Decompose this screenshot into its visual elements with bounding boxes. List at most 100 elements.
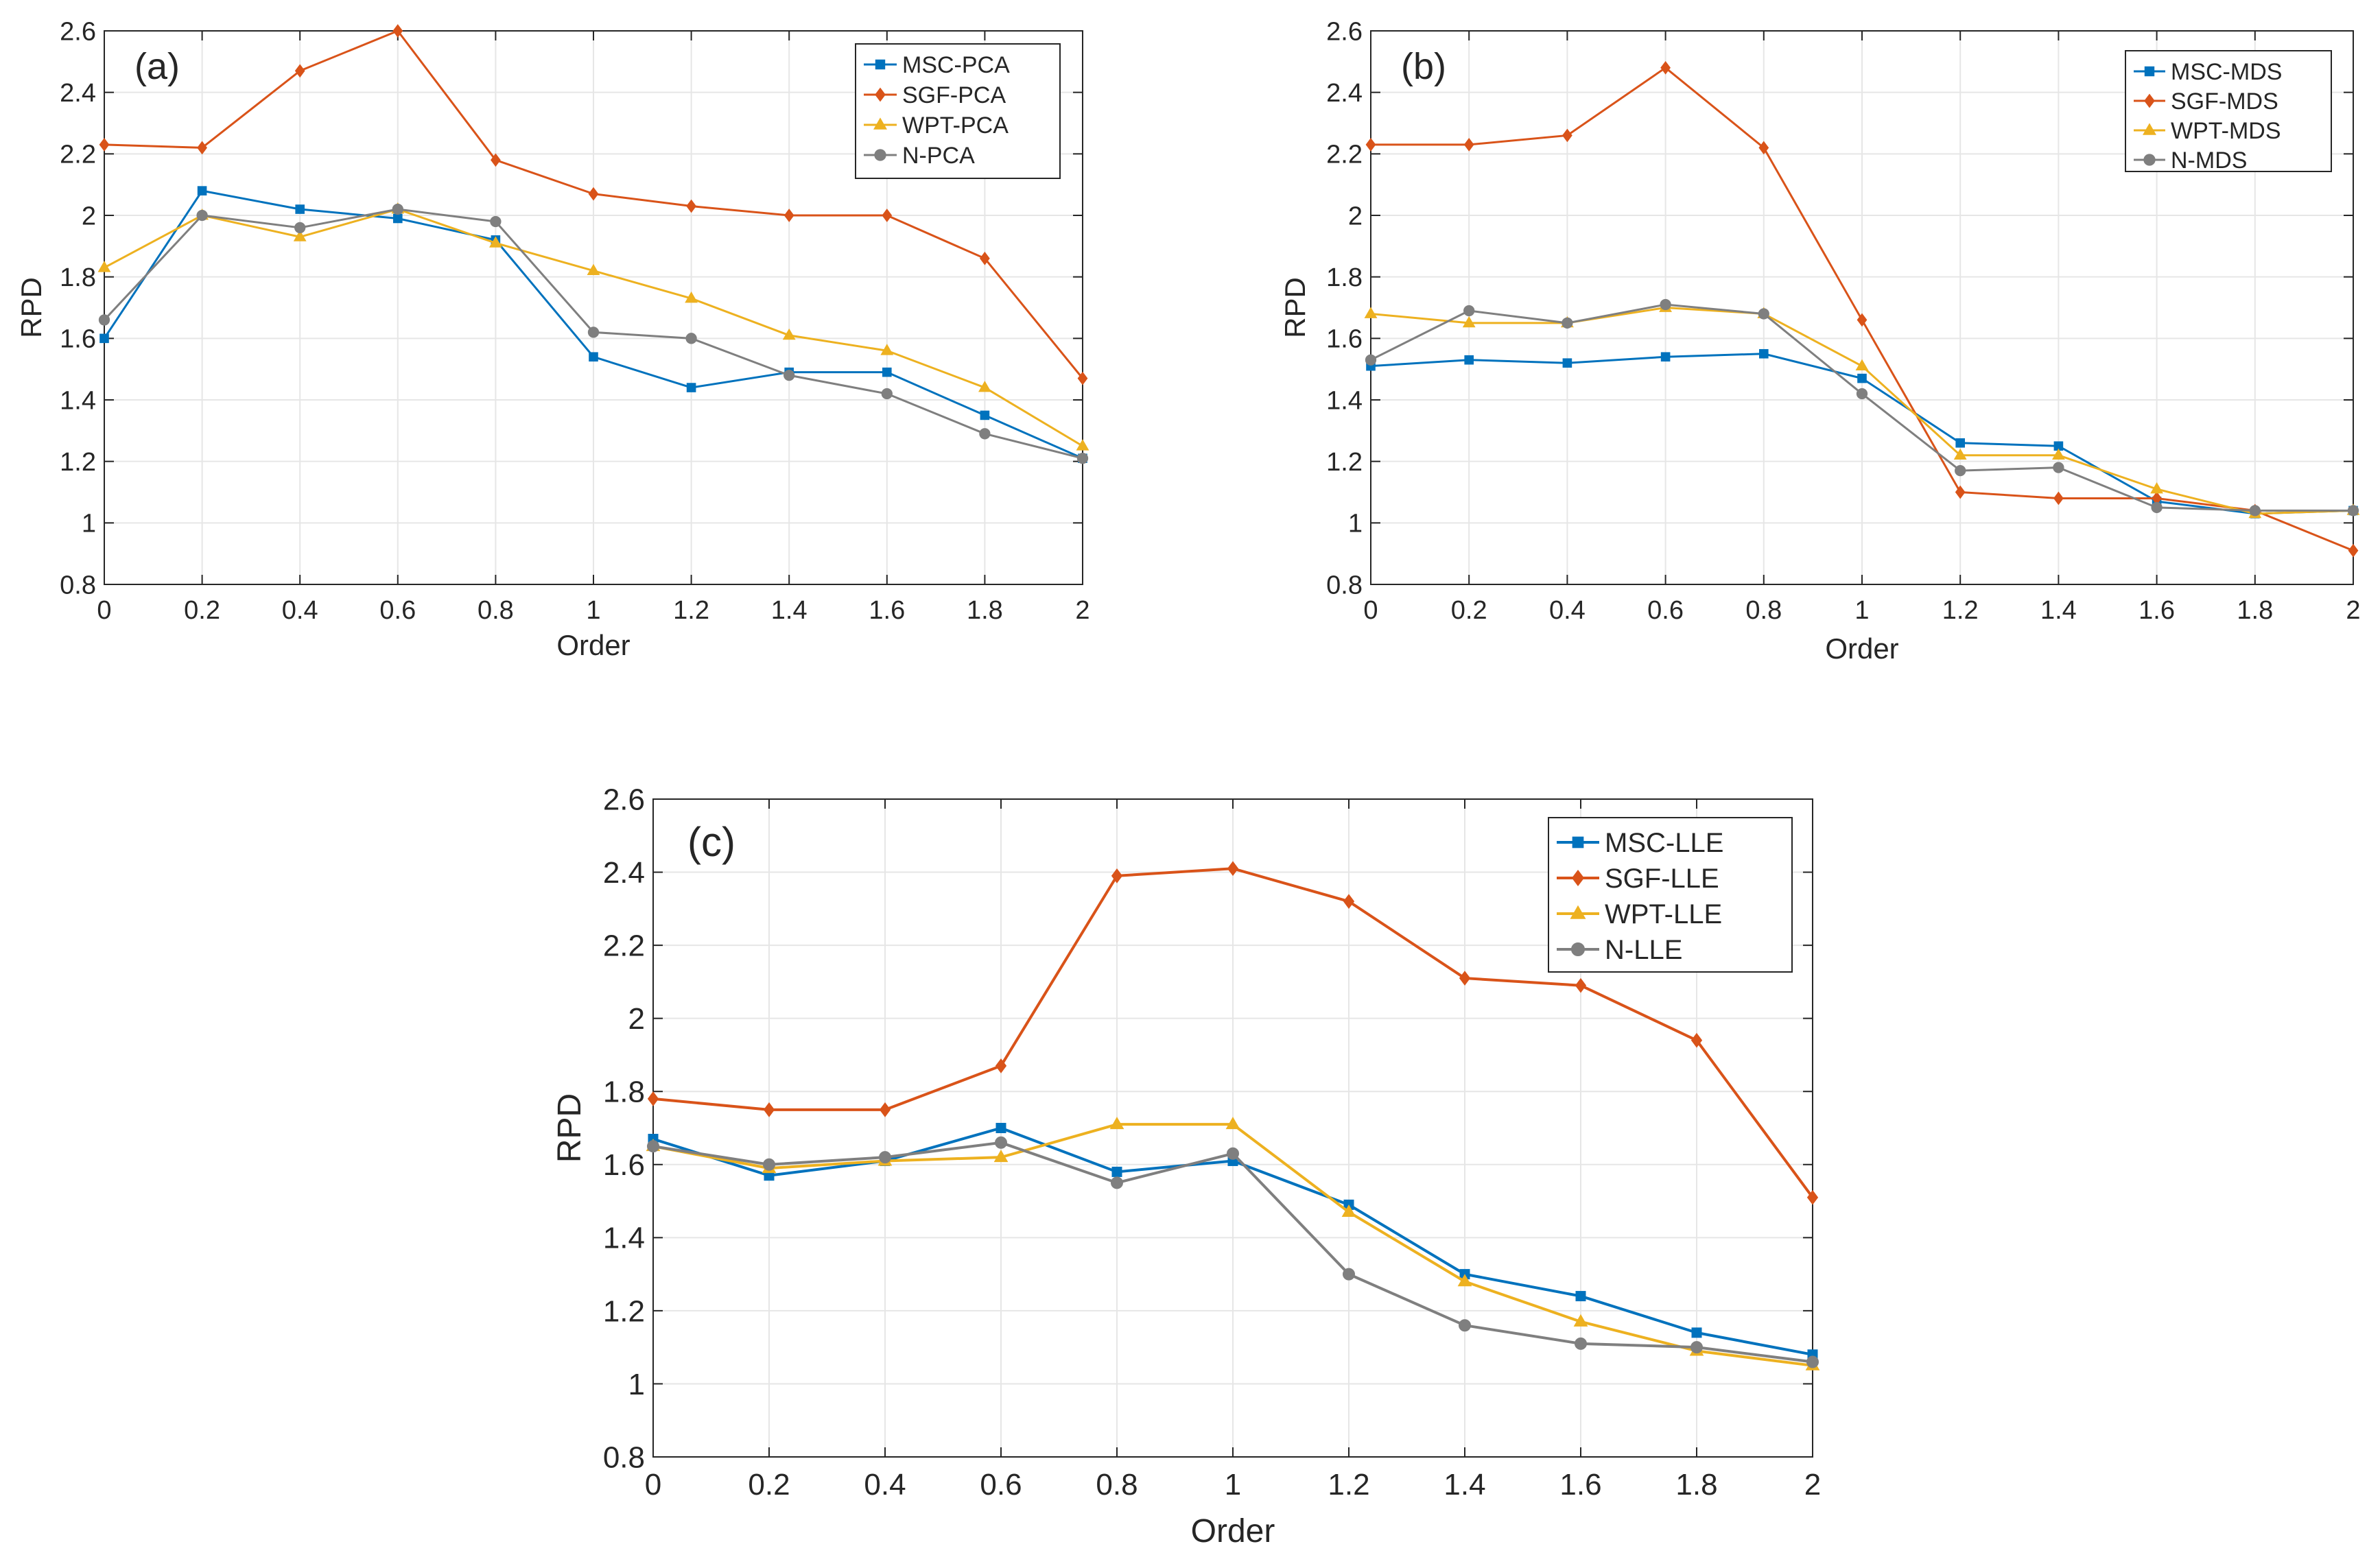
data-point-msc-pca	[393, 213, 403, 224]
data-point-sgf-lle	[763, 1102, 775, 1117]
y-tick-label: 1.4	[603, 1222, 645, 1255]
panel-label: (b)	[1401, 46, 1446, 87]
legend-marker-wpt-mds	[2143, 123, 2156, 135]
y-tick-label: 1.6	[603, 1148, 645, 1182]
y-tick-label: 0.8	[60, 571, 96, 600]
data-point-n-mds	[1463, 305, 1475, 317]
legend-label-sgf-lle: SGF-LLE	[1605, 864, 1719, 894]
data-point-n-mds	[1955, 464, 1966, 477]
y-tick-label: 1.6	[60, 325, 96, 354]
data-point-sgf-mds	[2348, 543, 2359, 558]
series-n-mds	[1365, 298, 2359, 517]
legend-label-msc-lle: MSC-LLE	[1605, 828, 1723, 858]
data-point-n-pca	[294, 222, 306, 234]
series-n-lle	[647, 1136, 1819, 1368]
legend-marker-msc-pca	[875, 59, 886, 70]
data-point-sgf-pca	[980, 251, 990, 265]
data-point-n-mds	[1562, 317, 1573, 329]
legend-label-n-mds: N-MDS	[2171, 147, 2247, 174]
data-point-n-mds	[2053, 462, 2064, 473]
data-point-sgf-mds	[1365, 138, 1376, 152]
data-point-msc-lle	[1691, 1327, 1702, 1338]
data-point-msc-pca	[197, 186, 207, 195]
data-point-msc-mds	[1857, 373, 1867, 383]
y-tick-label: 2.6	[1326, 17, 1363, 46]
x-tick-label: 1.8	[967, 596, 1003, 625]
legend-marker-sgf-lle	[1571, 869, 1585, 887]
x-tick-label: 1	[586, 596, 600, 625]
data-point-n-lle	[879, 1151, 891, 1164]
legend-label-sgf-pca: SGF-PCA	[902, 82, 1006, 108]
y-tick-label: 2.6	[60, 17, 96, 46]
x-tick-label: 0.2	[1451, 596, 1487, 625]
legend-marker-wpt-pca	[873, 117, 887, 130]
x-tick-label: 1	[1225, 1468, 1241, 1501]
data-point-wpt-pca	[293, 230, 307, 241]
x-tick-label: 0	[645, 1468, 661, 1501]
data-point-n-pca	[98, 314, 110, 326]
y-axis-label: RPD	[15, 277, 47, 338]
data-point-sgf-pca	[882, 209, 893, 222]
data-point-msc-pca	[882, 367, 892, 377]
data-point-sgf-mds	[1562, 128, 1572, 143]
data-point-wpt-pca	[1076, 439, 1089, 451]
y-tick-label: 1	[1348, 510, 1363, 538]
y-tick-label: 2.6	[603, 783, 645, 816]
data-point-sgf-mds	[1857, 313, 1868, 327]
data-point-sgf-pca	[686, 199, 696, 213]
x-tick-label: 0.6	[379, 596, 416, 625]
legend-label-wpt-pca: WPT-PCA	[902, 112, 1009, 139]
data-point-wpt-pca	[685, 292, 698, 303]
x-axis-label: Order	[1191, 1513, 1275, 1550]
data-point-wpt-pca	[880, 344, 894, 355]
data-point-wpt-mds	[1953, 448, 1967, 460]
legend: MSC-LLE SGF-LLE WPT-LLE N-LLE	[1548, 817, 1793, 973]
y-tick-label: 2	[82, 202, 96, 230]
x-tick-label: 1.6	[869, 596, 905, 625]
data-point-sgf-lle	[1575, 977, 1587, 993]
data-point-n-lle	[1227, 1147, 1239, 1160]
data-point-n-lle	[995, 1136, 1007, 1149]
series-n-pca	[98, 203, 1089, 464]
data-point-msc-mds	[1562, 358, 1572, 368]
y-axis-label: RPD	[552, 1093, 588, 1163]
data-point-n-lle	[647, 1140, 659, 1153]
data-point-msc-pca	[295, 204, 305, 214]
chart-panel-b: 0 0.2 0.4 0.6 0.8 1 1.2 1.4 1.6 1.8 2 0.8 1 1.2 1.4 1.6…	[1279, 17, 2361, 665]
data-point-n-pca	[392, 203, 403, 215]
y-tick-label: 1	[628, 1368, 645, 1401]
data-point-wpt-pca	[978, 381, 991, 392]
data-point-sgf-pca	[294, 64, 305, 78]
data-point-sgf-pca	[783, 209, 794, 222]
data-point-n-mds	[1856, 388, 1868, 400]
data-point-wpt-lle	[1457, 1274, 1472, 1287]
panel-label: (a)	[134, 46, 180, 87]
y-tick-label: 1.6	[1326, 325, 1363, 354]
data-point-wpt-mds	[1855, 359, 1869, 371]
legend-label-n-lle: N-LLE	[1605, 935, 1682, 965]
x-tick-label: 1.2	[1328, 1468, 1369, 1501]
data-point-sgf-mds	[1660, 60, 1671, 75]
data-point-sgf-lle	[647, 1091, 659, 1106]
data-point-n-pca	[783, 369, 795, 381]
data-point-wpt-pca	[97, 261, 111, 272]
data-point-wpt-lle	[1225, 1117, 1240, 1130]
y-tick-label: 2	[1348, 202, 1363, 230]
x-tick-label: 0	[97, 596, 111, 625]
legend-marker-wpt-lle	[1570, 905, 1586, 919]
x-tick-label: 0.8	[1096, 1468, 1138, 1501]
legend-label-msc-mds: MSC-MDS	[2171, 59, 2282, 85]
data-point-wpt-mds	[1364, 307, 1378, 318]
data-point-msc-mds	[1955, 438, 1965, 448]
legend-label-wpt-mds: WPT-MDS	[2171, 118, 2281, 144]
legend-marker-n-mds	[2143, 154, 2156, 166]
data-point-sgf-lle	[1806, 1189, 1819, 1205]
data-point-sgf-mds	[2053, 491, 2064, 506]
y-tick-label: 2.4	[603, 856, 645, 890]
x-tick-label: 0.6	[1647, 596, 1684, 625]
legend-label-wpt-lle: WPT-LLE	[1605, 899, 1722, 929]
data-point-sgf-pca	[588, 187, 599, 201]
data-point-n-mds	[1365, 354, 1377, 366]
y-tick-label: 1.2	[60, 448, 96, 477]
data-point-sgf-lle	[1111, 868, 1123, 883]
